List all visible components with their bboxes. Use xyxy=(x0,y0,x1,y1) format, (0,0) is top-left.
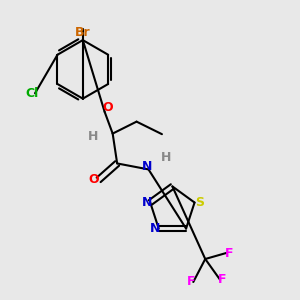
Text: Cl: Cl xyxy=(26,87,39,100)
Text: F: F xyxy=(218,273,227,286)
Text: H: H xyxy=(88,130,98,143)
Text: F: F xyxy=(225,247,233,260)
Text: N: N xyxy=(142,196,152,209)
Text: N: N xyxy=(150,222,160,235)
Text: O: O xyxy=(89,173,100,186)
Text: S: S xyxy=(195,196,204,209)
Text: N: N xyxy=(142,160,152,173)
Text: F: F xyxy=(187,275,195,289)
Text: O: O xyxy=(102,101,113,114)
Text: Br: Br xyxy=(75,26,91,38)
Text: H: H xyxy=(161,151,172,164)
